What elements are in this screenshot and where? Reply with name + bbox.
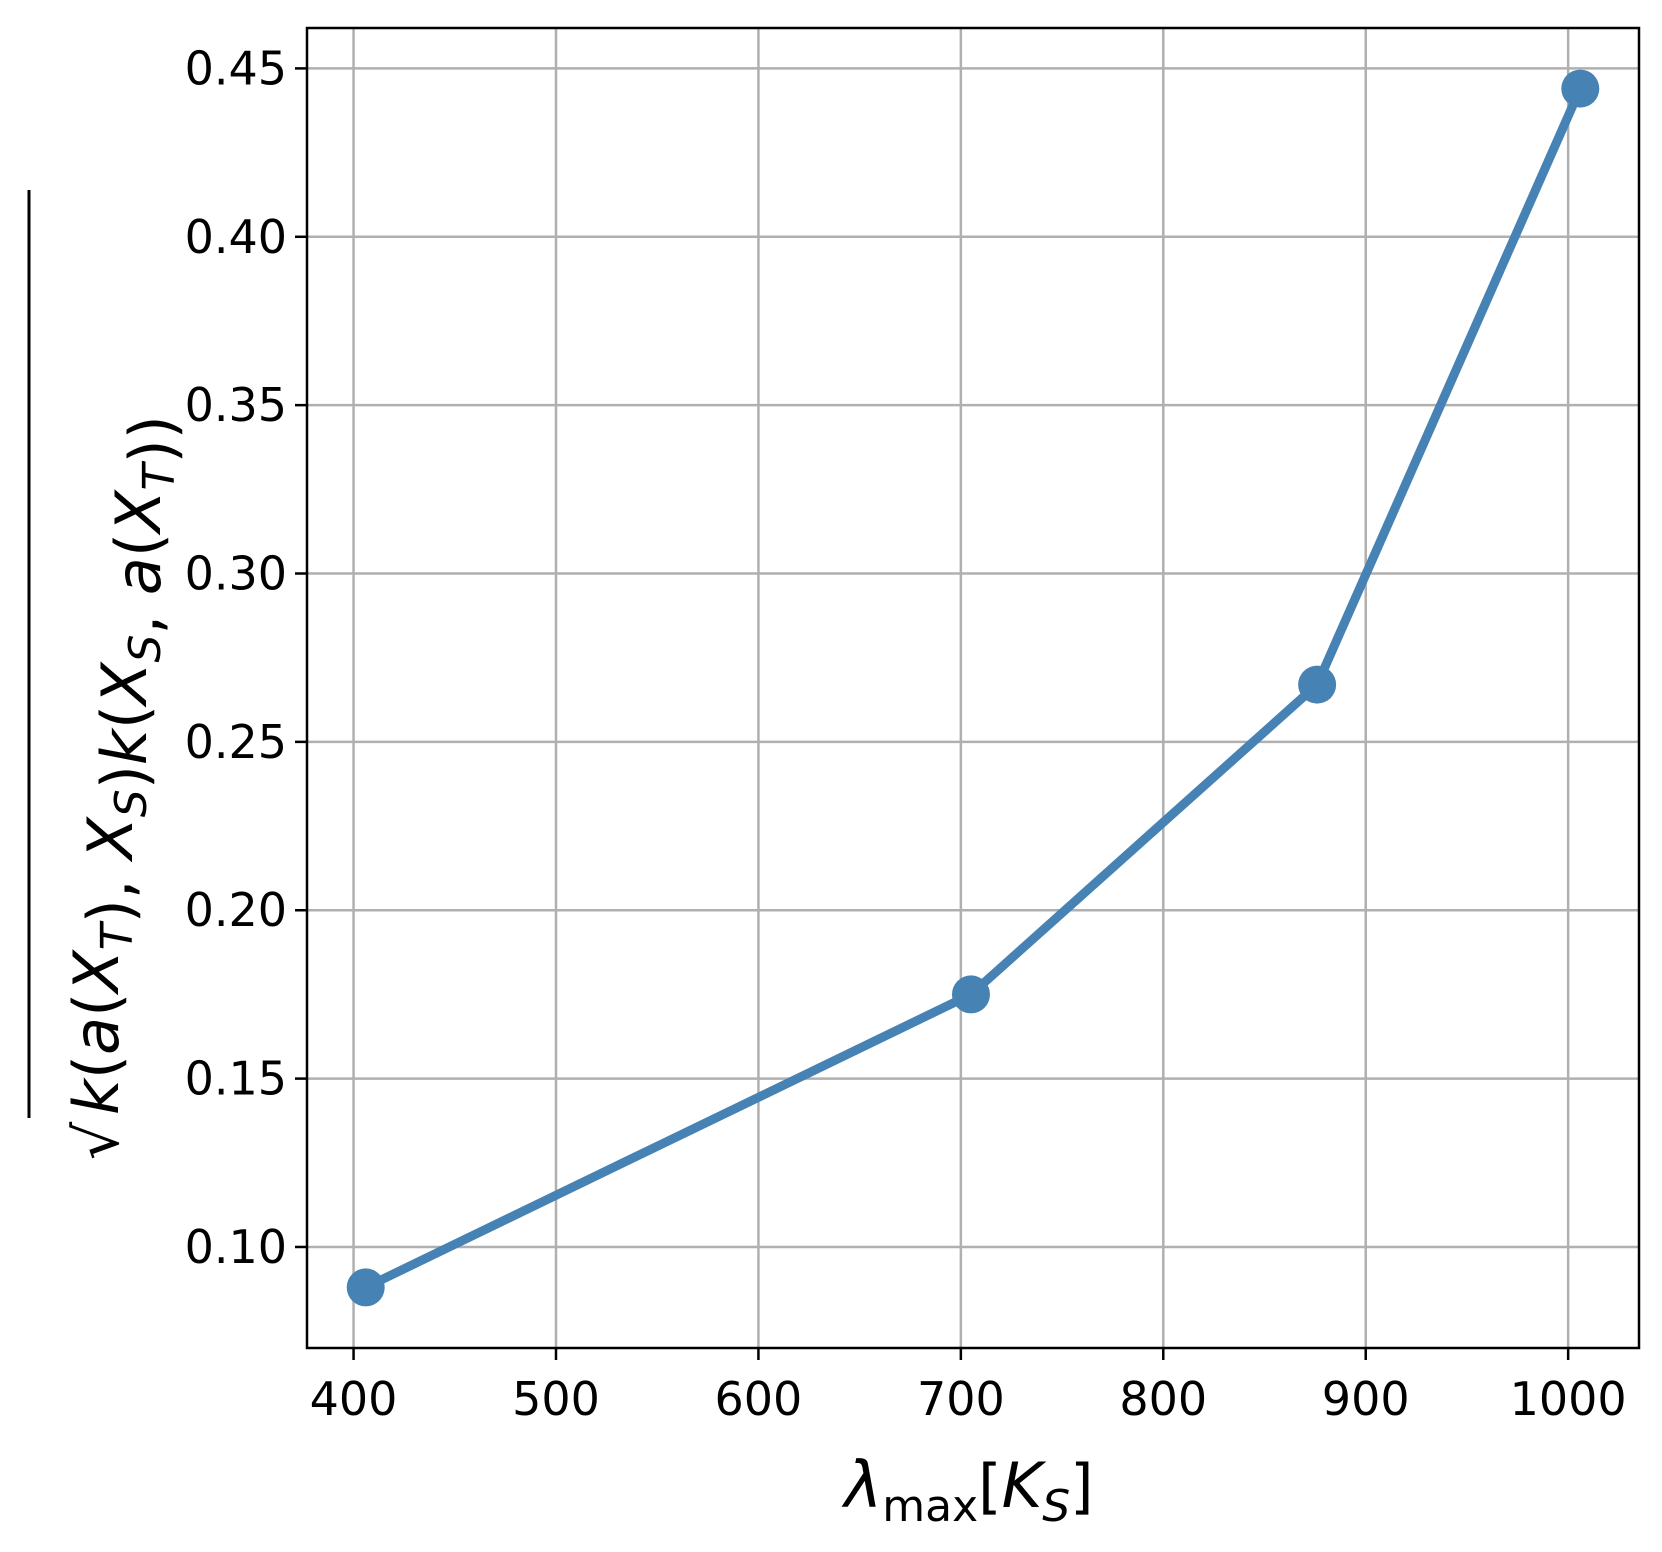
y-tick-label: 0.10 bbox=[185, 1220, 287, 1274]
y-tick-label: 0.45 bbox=[185, 41, 287, 95]
data-point bbox=[1298, 665, 1337, 704]
grid bbox=[307, 28, 1639, 1348]
x-axis-label: λmax[KS] bbox=[841, 1449, 1093, 1532]
data-point bbox=[346, 1268, 385, 1307]
y-tick-label: 0.25 bbox=[185, 715, 287, 769]
x-tick-label: 700 bbox=[917, 1372, 1005, 1426]
y-axis-label-expression: k(a(XT), XS)k(XS, a(XT)) bbox=[60, 415, 189, 1115]
y-axis-label: √ k(a(XT), XS)k(XS, a(XT)) bbox=[27, 190, 189, 1160]
y-tick-label: 0.35 bbox=[185, 378, 287, 432]
y-axis-label-radical: √ bbox=[63, 1121, 133, 1160]
x-tick-label: 600 bbox=[715, 1372, 803, 1426]
data-point bbox=[1561, 69, 1600, 108]
series bbox=[346, 69, 1600, 1307]
y-tick-label: 0.20 bbox=[185, 883, 287, 937]
y-tick-label: 0.30 bbox=[185, 547, 287, 601]
y-tick-label: 0.40 bbox=[185, 210, 287, 264]
ticks: 400 500 600 700 800 900 1000 0.10 0.15 0.20 0.25 0.… bbox=[185, 41, 1627, 1426]
plot-frame bbox=[305, 26, 1641, 1350]
x-tick-label: 800 bbox=[1119, 1372, 1207, 1426]
x-tick-label: 400 bbox=[310, 1372, 398, 1426]
x-tick-label: 1000 bbox=[1510, 1372, 1627, 1426]
series-line bbox=[361, 84, 1585, 1292]
y-tick-label: 0.15 bbox=[185, 1052, 287, 1106]
x-tick-label: 900 bbox=[1322, 1372, 1410, 1426]
x-tick-label: 500 bbox=[512, 1372, 600, 1426]
data-point bbox=[951, 975, 990, 1014]
